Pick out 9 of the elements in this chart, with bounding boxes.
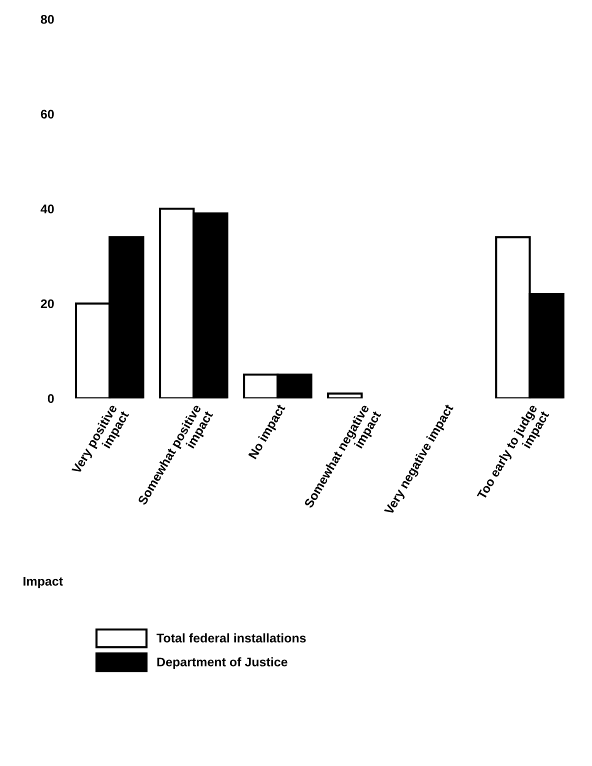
legend-label: Department of Justice <box>157 657 288 669</box>
y-tick-label: 60 <box>40 110 54 119</box>
y-tick-label: 20 <box>40 299 54 308</box>
y-tick-label: 0 <box>48 394 54 403</box>
y-tick-label: 40 <box>40 204 54 214</box>
bar <box>327 392 363 398</box>
legend-label: Total federal installations <box>156 633 306 642</box>
y-tick-label: 80 <box>40 14 54 24</box>
x-axis-title: Impact <box>24 576 63 588</box>
